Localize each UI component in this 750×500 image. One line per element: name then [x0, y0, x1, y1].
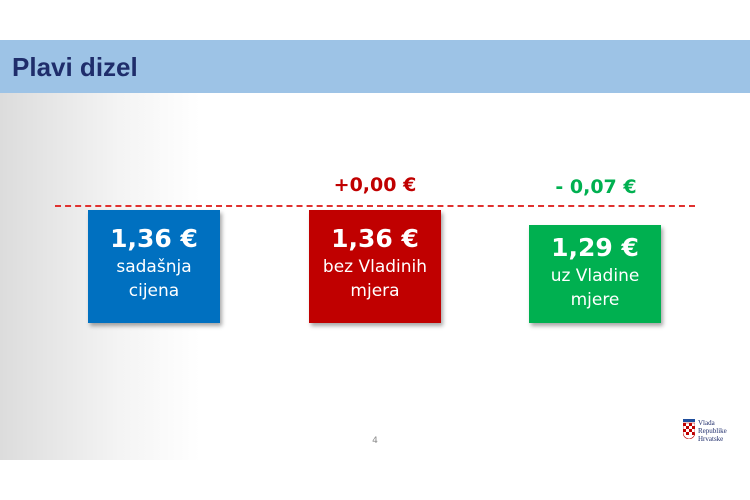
- card-label: bez Vladinih mjera: [322, 257, 428, 301]
- logo-line: Hrvatske: [698, 435, 724, 443]
- card: 1,29 € uz Vladine mjere: [529, 225, 661, 323]
- change: +0,00 €: [333, 174, 417, 196]
- card: 1,36 € bez Vladinih mjera: [309, 210, 441, 323]
- card-label: uz Vladine mjere: [550, 266, 640, 310]
- logo: Vlada Republike Hrvatske: [683, 419, 727, 443]
- logo-line: Republike: [698, 427, 727, 435]
- header: Plavi dizel: [0, 40, 750, 93]
- card: 1,36 € sadašnja cijena: [88, 210, 220, 323]
- price: 1,29 €: [551, 233, 639, 262]
- logo-shield: [683, 419, 695, 439]
- dashed-line: [55, 205, 695, 207]
- card-label: sadašnja cijena: [116, 257, 192, 301]
- price: 1,36 €: [110, 224, 198, 253]
- page-number: 4: [372, 436, 378, 446]
- logo-text: Vlada Republike Hrvatske: [698, 419, 727, 443]
- title: Plavi dizel: [12, 52, 138, 82]
- logo-line: Vlada: [698, 419, 715, 427]
- price: 1,36 €: [331, 224, 419, 253]
- change: - 0,07 €: [555, 176, 637, 198]
